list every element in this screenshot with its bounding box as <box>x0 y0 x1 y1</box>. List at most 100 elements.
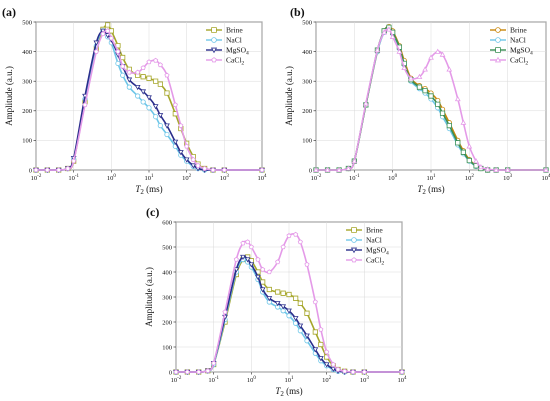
data-point <box>173 369 179 375</box>
x-tick-label: 104 <box>398 376 408 384</box>
data-point <box>280 290 286 296</box>
legend-label: CaCl2 <box>226 56 244 67</box>
y-tick-label: 300 <box>162 294 172 301</box>
data-point <box>312 347 319 353</box>
data-point <box>323 362 330 368</box>
x-axis-title: T2 (ms) <box>275 386 302 398</box>
x-tick-label: 104 <box>542 174 550 182</box>
legend-label: Brine <box>510 26 527 35</box>
x-tick-label: 101 <box>145 174 155 182</box>
data-point <box>446 123 452 129</box>
data-point <box>275 289 281 295</box>
data-point <box>280 304 287 310</box>
y-tick-label: 300 <box>302 79 312 86</box>
data-point <box>93 40 100 46</box>
data-point <box>297 323 304 329</box>
series-cacl2 <box>313 26 549 173</box>
data-point <box>504 166 511 173</box>
data-point <box>286 291 292 298</box>
data-point <box>342 368 348 374</box>
panel-label: (a) <box>2 5 16 19</box>
data-point <box>105 28 111 34</box>
data-point <box>115 48 121 54</box>
x-axis-title: T2 (ms) <box>417 184 444 196</box>
panel-label: (b) <box>290 5 305 19</box>
data-point <box>293 231 299 237</box>
legend-marker <box>351 227 357 233</box>
data-point <box>260 266 266 272</box>
data-point <box>543 166 549 173</box>
x-tick-label: 100 <box>388 174 398 182</box>
legend-label: MgSO4 <box>510 46 533 57</box>
y-tick-label: 600 <box>162 219 172 226</box>
data-point <box>183 157 190 163</box>
data-point <box>255 256 261 262</box>
data-point <box>317 356 324 362</box>
data-point <box>245 239 251 245</box>
data-point <box>100 31 106 37</box>
data-point <box>455 140 461 146</box>
data-point <box>240 240 246 246</box>
data-point <box>280 308 286 314</box>
data-point <box>381 29 388 35</box>
legend-marker <box>211 27 217 33</box>
data-point <box>104 33 111 39</box>
data-point <box>318 341 324 348</box>
data-point <box>172 139 179 145</box>
data-point <box>318 326 324 332</box>
legend-marker <box>211 57 217 63</box>
legend-label: NaCl <box>366 236 382 245</box>
data-point <box>134 84 141 91</box>
legend-marker <box>350 247 358 254</box>
y-tick-label: 0 <box>169 369 172 376</box>
data-point <box>164 123 170 129</box>
data-point <box>304 310 310 316</box>
legend-marker <box>351 237 357 243</box>
data-point <box>266 299 272 305</box>
data-point <box>135 93 141 99</box>
data-point <box>335 366 341 372</box>
data-point <box>33 167 39 173</box>
x-tick-label: 10-1 <box>208 376 219 384</box>
data-point <box>153 78 159 84</box>
data-point <box>184 143 190 149</box>
data-point <box>248 244 254 250</box>
data-point <box>466 143 473 149</box>
series-mgso4 <box>33 28 265 174</box>
data-point <box>140 65 146 71</box>
data-point <box>275 304 281 310</box>
x-tick-label: 101 <box>427 174 437 182</box>
legend-marker <box>495 47 501 53</box>
y-tick-label: 100 <box>162 344 172 351</box>
data-point <box>266 269 272 275</box>
data-point <box>82 102 88 108</box>
data-point <box>157 81 163 87</box>
data-point <box>439 51 446 57</box>
y-tick-label: 200 <box>302 108 312 115</box>
data-point <box>297 328 303 334</box>
x-tick-label: 102 <box>182 174 192 182</box>
data-point <box>293 320 299 326</box>
data-point <box>312 299 318 305</box>
data-point <box>304 333 310 339</box>
data-point <box>297 239 303 245</box>
data-point <box>286 308 292 314</box>
y-tick-label: 500 <box>162 244 172 251</box>
data-point <box>473 158 479 164</box>
data-point <box>157 62 163 68</box>
data-point <box>304 261 310 267</box>
data-point <box>240 254 246 261</box>
data-point <box>140 99 146 105</box>
x-tick-label: 10-2 <box>171 376 182 384</box>
y-tick-label: 0 <box>29 167 32 174</box>
data-point <box>120 54 126 61</box>
data-point <box>361 369 367 375</box>
data-point <box>210 167 216 173</box>
data-point <box>126 69 132 75</box>
y-tick-label: 200 <box>22 108 32 115</box>
data-point <box>396 48 403 54</box>
data-point <box>435 101 441 107</box>
data-point <box>140 89 147 95</box>
